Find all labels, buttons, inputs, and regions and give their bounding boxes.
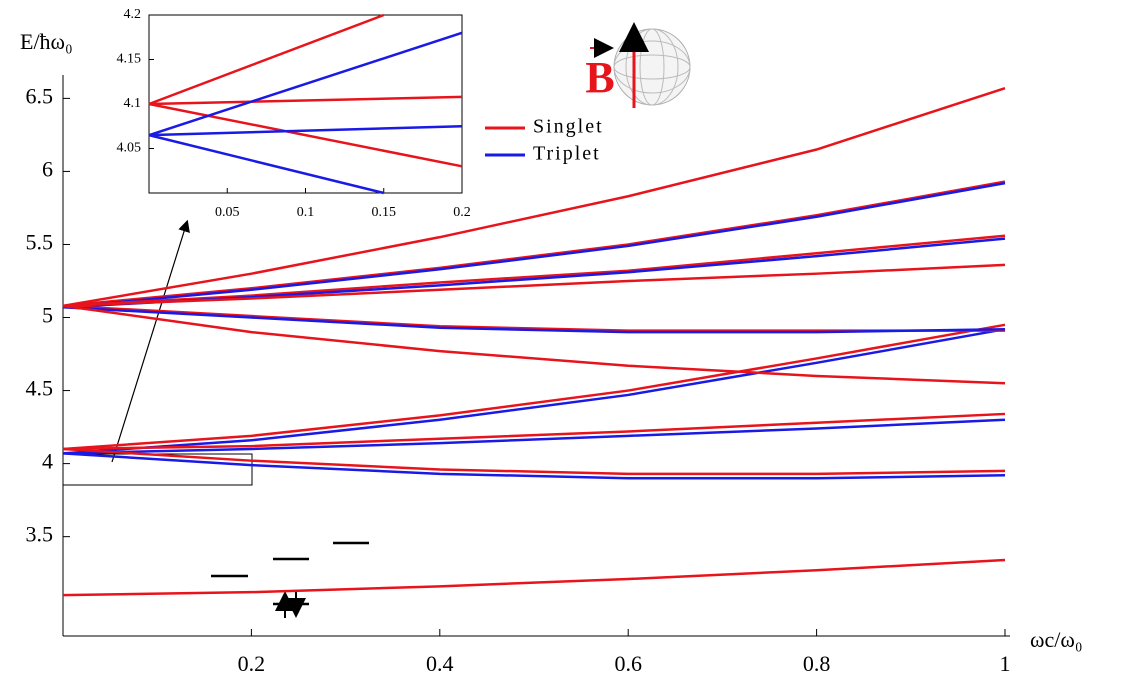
data-line [62,323,1006,451]
y-tick-label: 4.5 [26,376,54,401]
x-tick-label: 0.2 [453,205,471,220]
data-line [62,418,1006,455]
data-line [62,180,1006,308]
inset-chart: 0.05 0.1 0.15 0.2 4.05 4.1 4.15 4.2 [117,7,471,220]
legend-label: Triplet [533,143,601,165]
data-line [62,304,1006,385]
y-tick-label: 4.05 [117,141,142,156]
y-tick-label: 6.5 [26,83,54,108]
data-line [62,412,1006,451]
data-line [148,95,463,106]
sphere-icon: B [585,22,691,108]
data-line [62,86,1006,308]
data-line [148,13,385,106]
x-axis-label: ωc/ω₀ [1030,627,1083,652]
data-line [62,452,1006,480]
zoom-arrow [111,219,190,463]
x-tick-label: 0.6 [614,651,642,676]
y-tick-label: 5.5 [26,230,54,255]
data-line [62,234,1006,308]
legend-label: Singlet [533,116,604,138]
data-line [148,31,463,137]
data-line [62,327,1006,455]
data-line [148,102,463,168]
data-line [148,125,463,137]
y-axis-label: E/ħω₀ [20,29,73,54]
data-line [62,306,1006,334]
level-diagram [211,541,369,618]
x-tick-label: 0.05 [215,205,240,220]
svg-text:B: B [585,53,614,102]
x-tick-label: 1 [1000,651,1011,676]
data-line [62,304,1005,332]
y-tick-label: 3.5 [26,522,54,547]
main-chart: 0.2 0.4 0.6 0.8 1 3.5 4 4.5 5 5.5 6 6.5 E/ħω₀ ωc/ω₀ Si… [20,29,1083,676]
x-tick-label: 0.15 [372,205,397,220]
data-line [62,447,1006,476]
y-tick-label: 5 [42,303,53,328]
y-tick-label: 4.2 [124,7,142,22]
data-line [62,263,1006,308]
y-tick-label: 4 [42,449,53,474]
x-tick-label: 0.2 [238,651,266,676]
x-tick-label: 0.1 [297,205,315,220]
data-line [62,558,1006,597]
data-line [62,181,1006,309]
y-tick-label: 4.1 [124,96,142,111]
y-tick-label: 6 [42,156,53,181]
data-line [148,133,385,195]
y-tick-label: 4.15 [117,52,142,67]
x-tick-label: 0.4 [426,651,454,676]
x-tick-label: 0.8 [803,651,831,676]
